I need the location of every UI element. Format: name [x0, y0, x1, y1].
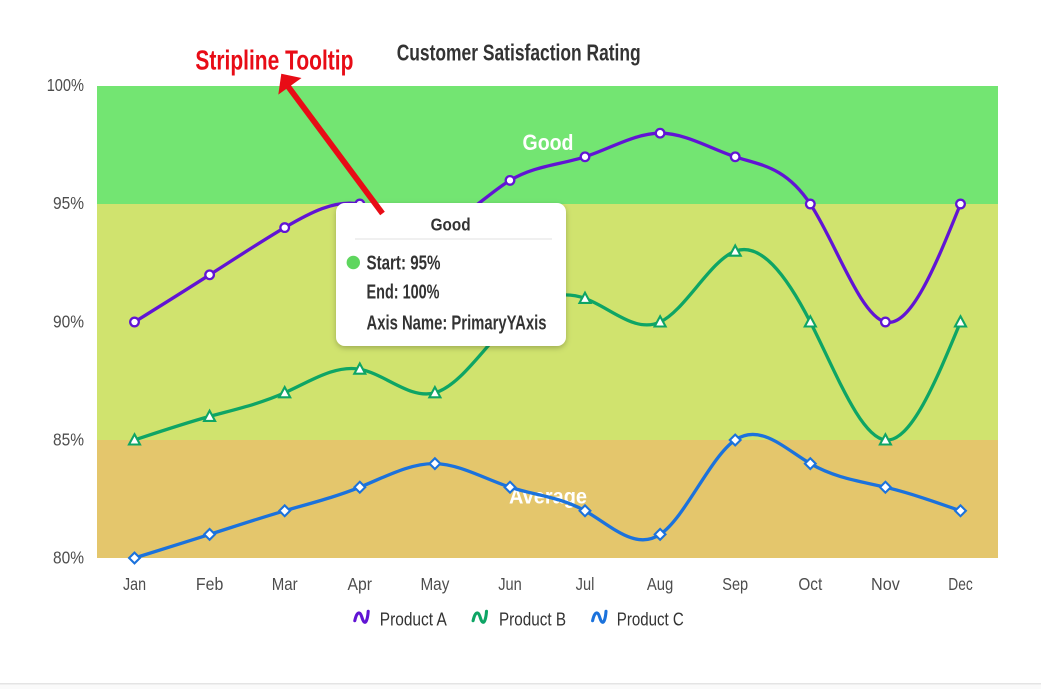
svg-text:Mar: Mar: [272, 574, 298, 594]
svg-text:Dec: Dec: [948, 574, 973, 594]
svg-text:Jul: Jul: [576, 574, 595, 594]
svg-text:80%: 80%: [53, 548, 84, 568]
svg-text:90%: 90%: [53, 311, 84, 331]
svg-text:Nov: Nov: [871, 574, 900, 594]
svg-text:Start: 95%: Start: 95%: [367, 252, 441, 274]
svg-text:100%: 100%: [47, 75, 84, 95]
svg-text:Stripline Tooltip: Stripline Tooltip: [195, 45, 353, 76]
svg-text:Good: Good: [523, 130, 574, 155]
svg-text:Good: Good: [431, 214, 471, 234]
svg-text:85%: 85%: [53, 429, 84, 449]
svg-text:Feb: Feb: [196, 574, 223, 594]
svg-text:Aug: Aug: [647, 574, 674, 594]
svg-text:Product A: Product A: [380, 609, 448, 630]
svg-text:Product C: Product C: [617, 609, 684, 630]
svg-text:Product B: Product B: [499, 609, 566, 630]
svg-text:Axis Name: PrimaryYAxis: Axis Name: PrimaryYAxis: [367, 312, 547, 334]
svg-text:Apr: Apr: [348, 574, 373, 594]
svg-text:95%: 95%: [53, 193, 84, 213]
svg-text:Oct: Oct: [798, 574, 822, 594]
svg-text:Sep: Sep: [722, 574, 748, 594]
svg-text:Jun: Jun: [498, 574, 522, 594]
svg-text:May: May: [420, 574, 449, 594]
svg-text:End: 100%: End: 100%: [367, 282, 440, 304]
svg-text:Customer Satisfaction Rating: Customer Satisfaction Rating: [397, 40, 641, 66]
svg-text:Jan: Jan: [123, 574, 146, 594]
